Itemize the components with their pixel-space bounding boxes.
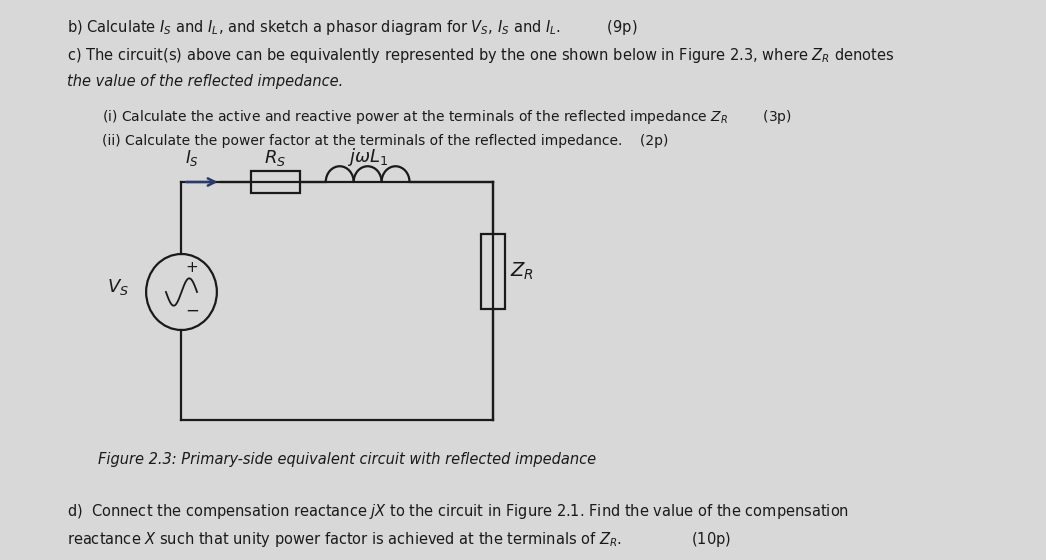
Text: $V_S$: $V_S$ <box>108 277 130 297</box>
Text: the value of the reflected impedance.: the value of the reflected impedance. <box>67 74 343 89</box>
Text: d)  Connect the compensation reactance $jX$ to the circuit in Figure 2.1. Find t: d) Connect the compensation reactance $j… <box>67 502 849 521</box>
Bar <box>251 171 300 193</box>
Text: (i) Calculate the active and reactive power at the terminals of the reflected im: (i) Calculate the active and reactive po… <box>103 108 792 126</box>
Text: −: − <box>185 302 199 320</box>
Text: $R_S$: $R_S$ <box>265 148 287 168</box>
Text: +: + <box>185 260 198 275</box>
Text: Figure 2.3: Primary-side equivalent circuit with reflected impedance: Figure 2.3: Primary-side equivalent circ… <box>97 452 596 467</box>
Text: $I_S$: $I_S$ <box>185 148 199 168</box>
Text: $j\omega L_1$: $j\omega L_1$ <box>347 146 388 168</box>
Text: b) Calculate $I_S$ and $I_L$, and sketch a phasor diagram for $V_S$, $I_S$ and $: b) Calculate $I_S$ and $I_L$, and sketch… <box>67 18 638 37</box>
Text: (ii) Calculate the power factor at the terminals of the reflected impedance.    : (ii) Calculate the power factor at the t… <box>103 134 668 148</box>
Text: $Z_R$: $Z_R$ <box>510 261 535 282</box>
Bar <box>481 234 505 309</box>
Text: reactance $X$ such that unity power factor is achieved at the terminals of $Z_R$: reactance $X$ such that unity power fact… <box>67 530 731 549</box>
Text: c) The circuit(s) above can be equivalently represented by the one shown below i: c) The circuit(s) above can be equivalen… <box>67 46 894 65</box>
